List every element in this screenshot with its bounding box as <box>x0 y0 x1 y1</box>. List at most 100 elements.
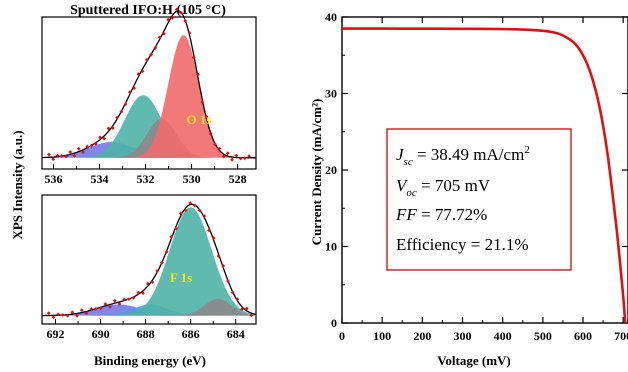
o1s-data-point <box>110 126 115 130</box>
f1s-plot-frame <box>41 194 257 325</box>
f1s-data-point <box>108 304 112 309</box>
o1s-x-tick-label: 536 <box>45 172 63 186</box>
f1s-data-point <box>183 208 188 213</box>
o1s-data-point <box>76 146 81 151</box>
o1s-plot-frame <box>41 16 257 170</box>
o1s-data-point <box>238 156 243 161</box>
o1s-data-point <box>234 153 239 158</box>
o1s-data-point <box>247 154 251 159</box>
f1s-x-tick-label: 692 <box>47 327 65 341</box>
jv-y-ticks: 0 10 20 30 40 <box>325 10 628 330</box>
f1s-x-tick-label: 684 <box>227 327 245 341</box>
o1s-data-point <box>127 90 132 95</box>
f1s-data-point <box>169 235 174 239</box>
jv-y-tick-label: 30 <box>325 87 337 101</box>
o1s-data-point <box>221 154 226 159</box>
o1s-data-point <box>204 114 209 119</box>
f1s-data-point <box>211 236 216 240</box>
efficiency-line: Efficiency = 21.1% <box>396 235 528 254</box>
o1s-data-point <box>132 86 136 91</box>
o1s-data-point <box>89 143 94 148</box>
o1s-data-point <box>183 18 188 23</box>
o1s-data-point <box>191 55 196 60</box>
f1s-data-point <box>240 307 244 311</box>
o1s-component-4 <box>42 35 256 158</box>
o1s-data-point <box>47 152 51 157</box>
jv-x-tick-label: 500 <box>534 329 552 343</box>
f1s-data-point <box>188 201 193 205</box>
o1s-x-tick-label: 528 <box>229 172 247 186</box>
f1s-component-fills <box>42 207 256 316</box>
o1s-data-point <box>208 131 213 136</box>
f1s-data-point <box>70 310 75 315</box>
jv-x-tick-label: 0 <box>339 329 345 343</box>
o1s-data-point <box>153 45 158 50</box>
f1s-data-point <box>164 249 169 254</box>
o1s-fit-curve <box>41 10 256 159</box>
jv-y-axis-label: Current Density (mA/cm²) <box>309 99 324 246</box>
jsc-line: Jsc = 38.49 mA/cm2 <box>396 144 530 168</box>
ff-line: FF = 77.72% <box>395 205 487 224</box>
xps-y-axis-label: XPS Intensity (a.u.) <box>10 130 25 239</box>
o1s-data-point <box>98 135 102 140</box>
jv-curve-group <box>342 27 627 324</box>
f1s-data-point <box>98 306 103 311</box>
f1s-data-point <box>197 208 202 213</box>
o1s-data-point <box>102 136 107 141</box>
o1s-component-fills <box>42 35 256 158</box>
f1s-data-point <box>127 297 131 302</box>
f1s-data-point <box>79 308 84 313</box>
f1s-data-point <box>221 264 226 268</box>
o1s-data-point <box>136 72 141 76</box>
o1s-x-tick-label: 534 <box>91 172 109 186</box>
o1s-data-point <box>119 109 124 114</box>
f1s-data-point <box>89 307 94 311</box>
f1s-data-point <box>155 268 160 273</box>
o1s-data-point <box>200 100 205 104</box>
f1s-data-point <box>61 313 65 317</box>
f1s-x-axis-label: Binding energy (eV) <box>94 353 206 368</box>
o1s-data-point <box>115 115 119 120</box>
f1s-data-point <box>202 214 207 219</box>
jv-x-ticks: 0 100 200 300 400 500 600 700 <box>339 17 628 343</box>
o1s-data-point <box>144 57 149 62</box>
f1s-component-3 <box>42 207 256 316</box>
o1s-data-point <box>123 102 128 107</box>
f1s-data-point <box>136 290 141 295</box>
o1s-x-tick-label: 530 <box>183 172 201 186</box>
f1s-x-ticks: 692 690 688 686 684 <box>47 319 245 341</box>
o1s-component-2 <box>42 95 256 158</box>
o1s-x-ticks: 536 534 532 530 528 <box>45 164 247 186</box>
o1s-data-point <box>93 141 98 146</box>
f1s-data-points <box>46 201 254 320</box>
f1s-data-point <box>56 312 61 317</box>
o1s-data-points <box>47 7 251 162</box>
f1s-data-point <box>117 302 122 306</box>
o1s-fit-line <box>41 10 256 159</box>
o1s-data-point <box>55 153 60 158</box>
o1s-data-point <box>187 31 192 35</box>
jv-y-tick-label: 10 <box>325 240 337 254</box>
f1s-x-tick-label: 688 <box>137 327 155 341</box>
f1s-data-point <box>84 311 89 316</box>
f1s-data-point <box>94 306 98 311</box>
voc-line: Voc = 705 mV <box>396 176 491 199</box>
f1s-data-point <box>226 279 230 284</box>
parameter-box: Jsc = 38.49 mA/cm2 Voc = 705 mV FF = 77.… <box>386 128 572 271</box>
o1s-data-point <box>230 157 234 162</box>
f1s-data-point <box>207 228 211 233</box>
f1s-data-point <box>244 306 249 311</box>
f1s-data-point <box>103 302 108 306</box>
jv-x-tick-label: 300 <box>454 329 472 343</box>
o1s-data-point <box>68 150 73 154</box>
f1s-data-point <box>216 254 221 258</box>
f1s-component-1 <box>42 304 256 316</box>
o1s-data-point <box>217 146 222 151</box>
o1s-data-point <box>213 142 217 147</box>
f1s-fit-curve <box>42 203 257 317</box>
o1s-data-point <box>140 69 145 74</box>
f1s-data-point <box>46 311 51 316</box>
jv-panel: Current Density (mA/cm²) 0 10 20 30 40 0 100 2… <box>309 10 628 368</box>
o1s-component-3 <box>42 118 256 158</box>
jv-x-tick-label: 200 <box>413 329 431 343</box>
